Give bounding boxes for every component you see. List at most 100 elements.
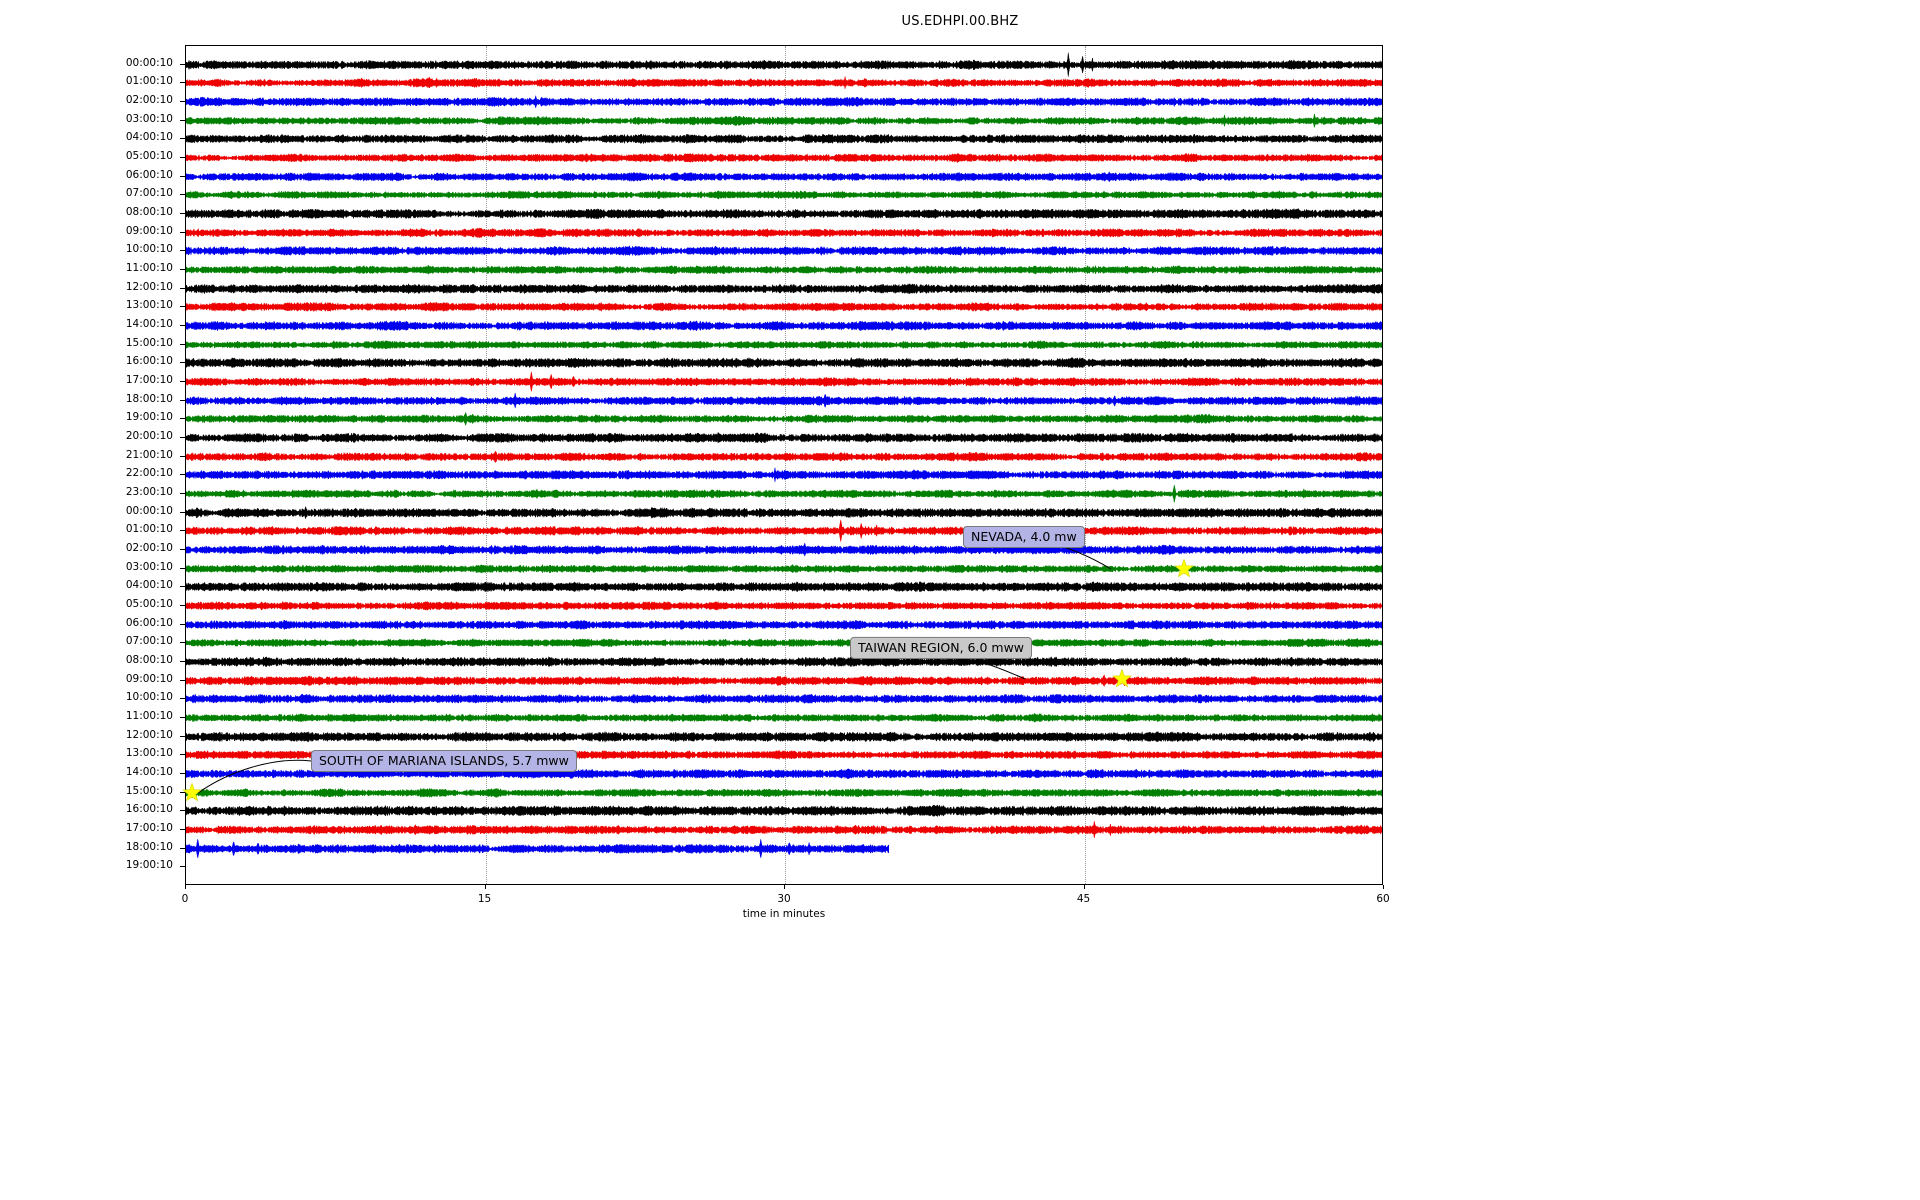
y-tick-mark-36 <box>180 735 185 737</box>
x-tick-label-15: 15 <box>477 893 492 905</box>
y-tick-mark-35 <box>180 717 185 718</box>
y-tick-mark-20 <box>180 437 185 438</box>
y-tick-label-3: 03:00:10 <box>125 112 173 125</box>
y-tick-mark-21 <box>180 455 185 457</box>
y-tick-mark-33 <box>180 679 185 681</box>
y-tick-mark-2 <box>180 101 185 102</box>
x-tick-mark-30 <box>784 885 785 889</box>
annotation-label-south-of-mariana-islands[interactable]: SOUTH OF MARIANA ISLANDS, 5.7 mww <box>311 749 577 773</box>
y-tick-label-20: 20:00:10 <box>125 430 173 442</box>
annotation-label-nevada[interactable]: NEVADA, 4.0 mw <box>963 525 1085 549</box>
y-tick-mark-19 <box>180 418 185 420</box>
x-tick-label-45: 45 <box>1076 893 1091 905</box>
y-tick-mark-16 <box>180 362 185 364</box>
y-tick-mark-28 <box>180 586 185 588</box>
y-tick-label-27: 03:00:10 <box>125 560 173 573</box>
y-tick-label-19: 19:00:10 <box>125 411 173 424</box>
y-tick-label-39: 15:00:10 <box>125 784 173 797</box>
y-tick-label-30: 06:00:10 <box>125 616 173 629</box>
y-tick-label-32: 08:00:10 <box>125 654 173 666</box>
y-tick-mark-23 <box>180 493 185 494</box>
y-tick-label-43: 19:00:10 <box>125 859 173 872</box>
y-tick-mark-3 <box>180 119 185 121</box>
gridline-45 <box>1084 46 1087 884</box>
y-tick-mark-9 <box>180 231 185 233</box>
y-tick-mark-30 <box>180 623 185 625</box>
y-tick-label-17: 17:00:10 <box>125 374 173 386</box>
y-tick-label-11: 11:00:10 <box>125 262 173 274</box>
y-tick-label-25: 01:00:10 <box>125 523 173 536</box>
chart-title: US.EDHPI.00.BHZ <box>901 14 1019 29</box>
y-tick-label-7: 07:00:10 <box>125 187 173 200</box>
y-tick-label-16: 16:00:10 <box>125 355 173 368</box>
y-tick-label-22: 22:00:10 <box>125 467 173 480</box>
y-tick-mark-37 <box>180 754 185 756</box>
y-tick-label-14: 14:00:10 <box>125 318 173 330</box>
y-tick-mark-17 <box>180 381 185 382</box>
y-tick-mark-6 <box>180 175 185 177</box>
y-tick-mark-8 <box>180 213 185 214</box>
gridline-30 <box>785 46 787 884</box>
y-tick-mark-25 <box>180 530 185 532</box>
y-tick-mark-0 <box>180 63 185 65</box>
y-tick-mark-41 <box>180 829 185 830</box>
y-tick-mark-7 <box>180 194 185 196</box>
y-tick-label-2: 02:00:10 <box>125 94 173 106</box>
y-tick-label-21: 21:00:10 <box>125 448 173 461</box>
y-tick-label-9: 09:00:10 <box>125 224 173 237</box>
x-tick-mark-45 <box>1083 885 1085 889</box>
x-tick-mark-15 <box>484 885 486 889</box>
x-axis-label: time in minutes <box>742 908 826 920</box>
y-tick-label-28: 04:00:10 <box>125 579 173 592</box>
y-tick-label-18: 18:00:10 <box>125 392 173 405</box>
y-tick-label-23: 23:00:10 <box>125 486 173 498</box>
y-tick-label-4: 04:00:10 <box>125 131 173 144</box>
y-tick-mark-29 <box>180 605 185 606</box>
x-tick-mark-0 <box>185 885 186 889</box>
y-tick-mark-32 <box>180 661 185 662</box>
y-tick-mark-14 <box>180 325 185 326</box>
y-tick-mark-40 <box>180 810 185 812</box>
y-tick-mark-34 <box>180 698 185 700</box>
y-tick-mark-15 <box>180 343 185 345</box>
x-tick-mark-60 <box>1383 885 1384 889</box>
y-tick-label-34: 10:00:10 <box>125 691 173 704</box>
y-tick-label-40: 16:00:10 <box>125 803 173 816</box>
y-tick-label-38: 14:00:10 <box>125 766 173 778</box>
y-tick-label-15: 15:00:10 <box>125 336 173 349</box>
y-tick-mark-13 <box>180 306 185 308</box>
y-tick-mark-31 <box>180 642 185 644</box>
annotation-label-taiwan-region[interactable]: TAIWAN REGION, 6.0 mww <box>850 636 1033 660</box>
y-tick-mark-24 <box>180 511 185 513</box>
y-tick-label-8: 08:00:10 <box>125 206 173 218</box>
y-tick-label-36: 12:00:10 <box>125 728 173 741</box>
y-tick-mark-38 <box>180 773 185 774</box>
y-tick-label-5: 05:00:10 <box>125 150 173 162</box>
y-tick-mark-27 <box>180 567 185 569</box>
y-tick-mark-1 <box>180 82 185 84</box>
y-tick-label-1: 01:00:10 <box>125 75 173 88</box>
y-tick-mark-26 <box>180 549 185 550</box>
x-tick-label-0: 0 <box>181 893 189 905</box>
y-tick-label-29: 05:00:10 <box>125 598 173 610</box>
y-tick-label-41: 17:00:10 <box>125 822 173 834</box>
y-tick-mark-5 <box>180 157 185 158</box>
y-tick-label-35: 11:00:10 <box>125 710 173 722</box>
x-tick-label-30: 30 <box>777 893 791 905</box>
y-tick-mark-12 <box>180 287 185 289</box>
y-tick-mark-18 <box>180 399 185 401</box>
gridline-15 <box>485 46 488 884</box>
y-tick-label-6: 06:00:10 <box>125 168 173 181</box>
y-tick-mark-11 <box>180 269 185 270</box>
y-tick-mark-43 <box>180 866 185 868</box>
y-tick-mark-4 <box>180 138 185 140</box>
trace-18-00-10-42 <box>186 836 889 862</box>
y-tick-label-33: 09:00:10 <box>125 672 173 685</box>
y-tick-mark-39 <box>180 791 185 793</box>
x-tick-label-60: 60 <box>1376 893 1390 905</box>
y-tick-mark-22 <box>180 474 185 476</box>
y-tick-label-42: 18:00:10 <box>125 840 173 853</box>
y-tick-label-10: 10:00:10 <box>125 243 173 256</box>
y-tick-mark-42 <box>180 847 185 849</box>
